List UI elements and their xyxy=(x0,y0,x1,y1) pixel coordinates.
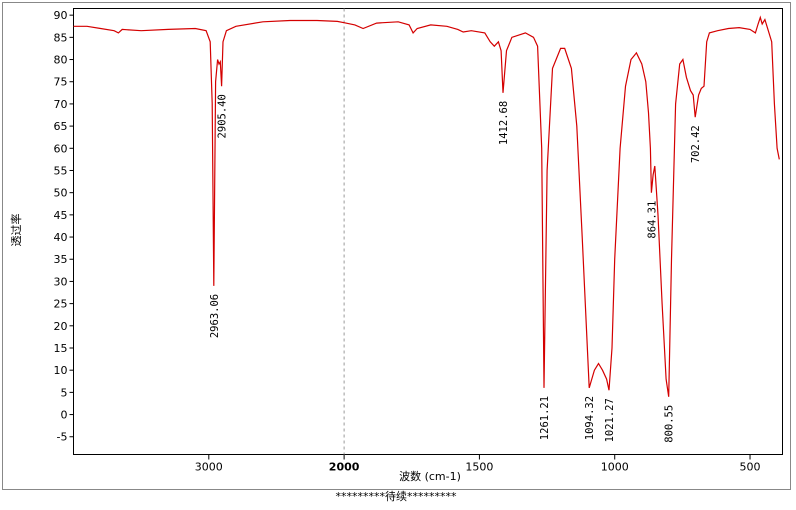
y-tick-label: 40 xyxy=(54,231,68,244)
y-tick-label: 90 xyxy=(54,9,68,22)
y-tick-label: 70 xyxy=(54,98,68,111)
x-tick-label: 500 xyxy=(740,461,761,474)
peak-label: 2963.06 xyxy=(209,294,221,338)
peak-label: 864.31 xyxy=(646,201,658,239)
y-tick-label: 50 xyxy=(54,187,68,200)
y-tick-label: 0 xyxy=(61,409,68,422)
y-tick-label: 35 xyxy=(54,253,68,266)
x-tick-label: 3000 xyxy=(195,461,223,474)
peak-label: 1021.27 xyxy=(604,398,616,442)
y-tick-label: 30 xyxy=(54,275,68,288)
peak-label: 800.55 xyxy=(664,405,676,443)
y-tick-label: 10 xyxy=(54,364,68,377)
plot-frame xyxy=(73,8,783,455)
y-tick-label: 25 xyxy=(54,298,68,311)
y-tick-label: 45 xyxy=(54,209,68,222)
x-tick-label: 2000 xyxy=(329,461,360,474)
y-tick-label: 65 xyxy=(54,120,68,133)
footer: *********待续********* xyxy=(336,489,457,503)
y-tick-label: 75 xyxy=(54,76,68,89)
y-axis-label: 透过率 xyxy=(9,214,23,247)
y-tick-label: 60 xyxy=(54,142,68,155)
y-tick-label: 55 xyxy=(54,164,68,177)
y-tick-label: 85 xyxy=(54,31,68,44)
y-tick-label: -5 xyxy=(57,431,68,444)
window-frame xyxy=(2,2,791,490)
x-tick-label: 1500 xyxy=(465,461,493,474)
x-axis-label: 波数 (cm-1) xyxy=(399,470,461,483)
y-tick-label: 15 xyxy=(54,342,68,355)
spectrum-line xyxy=(73,15,780,397)
peak-label: 702.42 xyxy=(690,125,702,163)
y-tick-label: 5 xyxy=(61,386,68,399)
y-tick-label: 80 xyxy=(54,54,68,67)
peak-label: 1094.32 xyxy=(584,396,596,440)
peak-label: 2905.40 xyxy=(217,94,229,138)
peak-label: 1412.68 xyxy=(498,101,510,145)
y-tick-label: 20 xyxy=(54,320,68,333)
peak-label: 1261.21 xyxy=(539,396,551,440)
x-tick-label: 1000 xyxy=(601,461,629,474)
